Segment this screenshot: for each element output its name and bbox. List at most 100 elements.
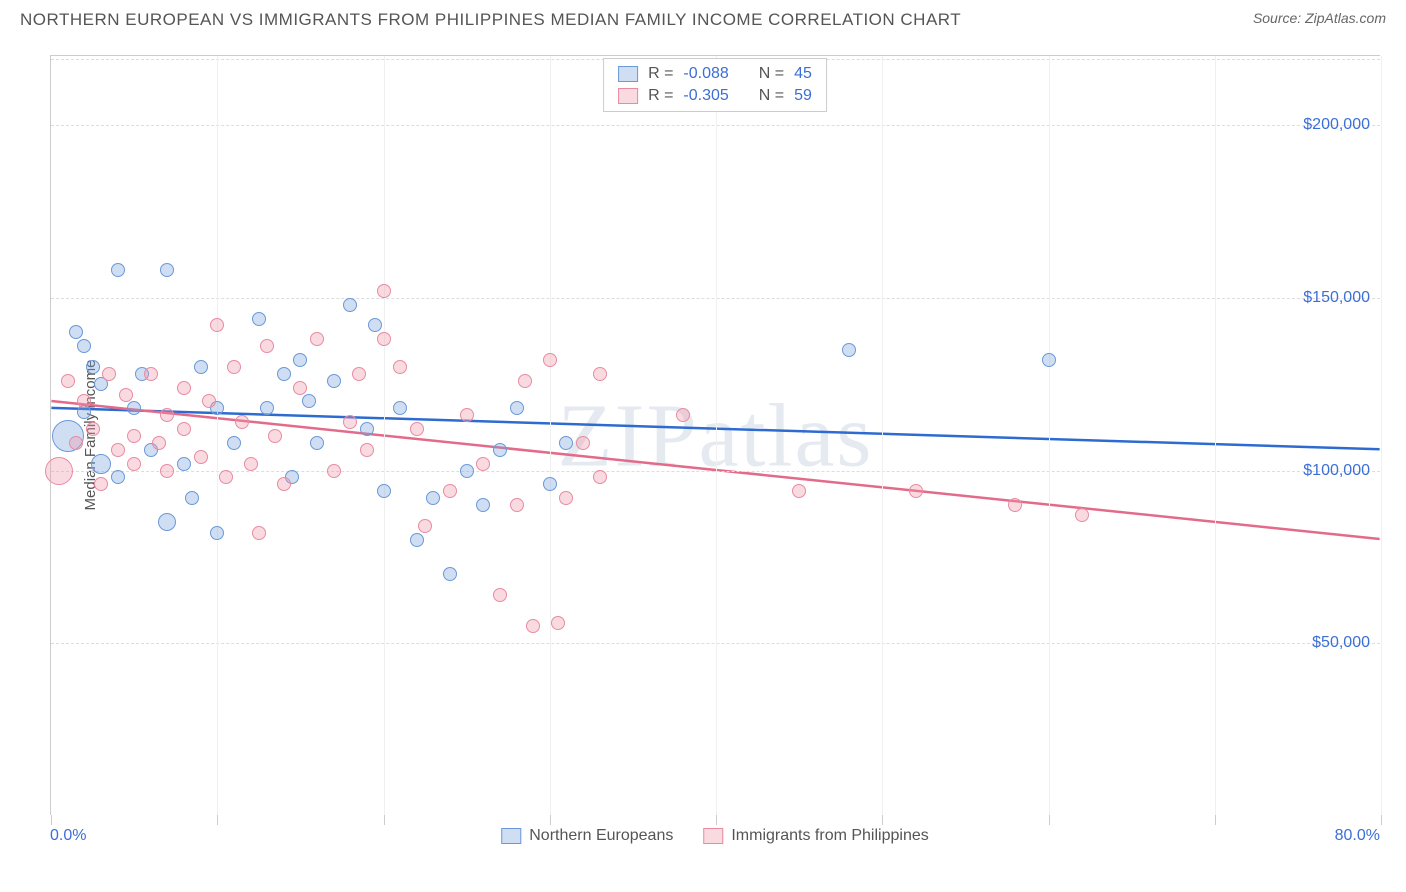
- data-point: [676, 408, 690, 422]
- gridline-v: [1381, 56, 1382, 815]
- gridline-v: [1215, 56, 1216, 815]
- data-point: [277, 367, 291, 381]
- data-point: [202, 394, 216, 408]
- data-point: [260, 401, 274, 415]
- data-point: [559, 491, 573, 505]
- data-point: [158, 513, 176, 531]
- data-point: [493, 443, 507, 457]
- x-tick: [1381, 815, 1382, 825]
- data-point: [127, 429, 141, 443]
- legend-swatch: [703, 828, 723, 844]
- data-point: [111, 443, 125, 457]
- legend-label: Immigrants from Philippines: [731, 827, 928, 845]
- chart-title: NORTHERN EUROPEAN VS IMMIGRANTS FROM PHI…: [20, 10, 961, 30]
- data-point: [1075, 508, 1089, 522]
- data-point: [119, 388, 133, 402]
- legend-swatch: [618, 66, 638, 82]
- data-point: [86, 422, 100, 436]
- r-label: R =: [648, 65, 673, 83]
- data-point: [593, 367, 607, 381]
- data-point: [91, 454, 111, 474]
- data-point: [61, 374, 75, 388]
- data-point: [393, 360, 407, 374]
- chart-container: Median Family Income ZIPatlas $50,000$10…: [50, 55, 1380, 815]
- plot-area: ZIPatlas $50,000$100,000$150,000$200,000: [50, 55, 1380, 815]
- gridline-v: [882, 56, 883, 815]
- data-point: [842, 343, 856, 357]
- data-point: [160, 263, 174, 277]
- bottom-legend-item: Immigrants from Philippines: [703, 827, 928, 845]
- data-point: [410, 533, 424, 547]
- n-label: N =: [759, 65, 784, 83]
- data-point: [377, 284, 391, 298]
- data-point: [543, 353, 557, 367]
- x-tick: [51, 815, 52, 825]
- data-point: [160, 408, 174, 422]
- data-point: [260, 339, 274, 353]
- data-point: [177, 422, 191, 436]
- data-point: [493, 588, 507, 602]
- data-point: [277, 477, 291, 491]
- data-point: [111, 470, 125, 484]
- n-value: 45: [794, 65, 812, 83]
- chart-header: NORTHERN EUROPEAN VS IMMIGRANTS FROM PHI…: [0, 0, 1406, 30]
- data-point: [86, 360, 100, 374]
- data-point: [293, 381, 307, 395]
- r-label: R =: [648, 87, 673, 105]
- x-tick: [1215, 815, 1216, 825]
- data-point: [310, 436, 324, 450]
- data-point: [460, 464, 474, 478]
- data-point: [593, 470, 607, 484]
- n-value: 59: [794, 87, 812, 105]
- gridline-v: [217, 56, 218, 815]
- stats-legend-row: R =-0.088N =45: [618, 63, 812, 85]
- data-point: [377, 332, 391, 346]
- data-point: [210, 526, 224, 540]
- data-point: [360, 443, 374, 457]
- data-point: [210, 318, 224, 332]
- data-point: [302, 394, 316, 408]
- data-point: [268, 429, 282, 443]
- source-attribution: Source: ZipAtlas.com: [1253, 10, 1386, 26]
- stats-legend: R =-0.088N =45R =-0.305N =59: [603, 58, 827, 112]
- data-point: [45, 457, 73, 485]
- legend-swatch: [618, 88, 638, 104]
- data-point: [543, 477, 557, 491]
- data-point: [69, 325, 83, 339]
- y-tick-label: $150,000: [1303, 289, 1370, 307]
- data-point: [476, 498, 490, 512]
- data-point: [443, 567, 457, 581]
- data-point: [235, 415, 249, 429]
- data-point: [327, 374, 341, 388]
- data-point: [102, 367, 116, 381]
- x-tick: [217, 815, 218, 825]
- gridline-v: [1049, 56, 1050, 815]
- data-point: [909, 484, 923, 498]
- gridline-v: [716, 56, 717, 815]
- data-point: [576, 436, 590, 450]
- legend-label: Northern Europeans: [529, 827, 673, 845]
- y-tick-label: $100,000: [1303, 462, 1370, 480]
- data-point: [69, 436, 83, 450]
- data-point: [418, 519, 432, 533]
- data-point: [194, 360, 208, 374]
- gridline-v: [384, 56, 385, 815]
- data-point: [792, 484, 806, 498]
- x-axis-min-label: 0.0%: [50, 827, 86, 845]
- data-point: [244, 457, 258, 471]
- data-point: [144, 367, 158, 381]
- data-point: [194, 450, 208, 464]
- data-point: [368, 318, 382, 332]
- x-tick: [384, 815, 385, 825]
- data-point: [559, 436, 573, 450]
- x-tick: [1049, 815, 1050, 825]
- y-tick-label: $50,000: [1312, 634, 1370, 652]
- data-point: [476, 457, 490, 471]
- r-value: -0.305: [683, 87, 728, 105]
- data-point: [343, 415, 357, 429]
- data-point: [252, 312, 266, 326]
- x-tick: [716, 815, 717, 825]
- n-label: N =: [759, 87, 784, 105]
- data-point: [518, 374, 532, 388]
- data-point: [1008, 498, 1022, 512]
